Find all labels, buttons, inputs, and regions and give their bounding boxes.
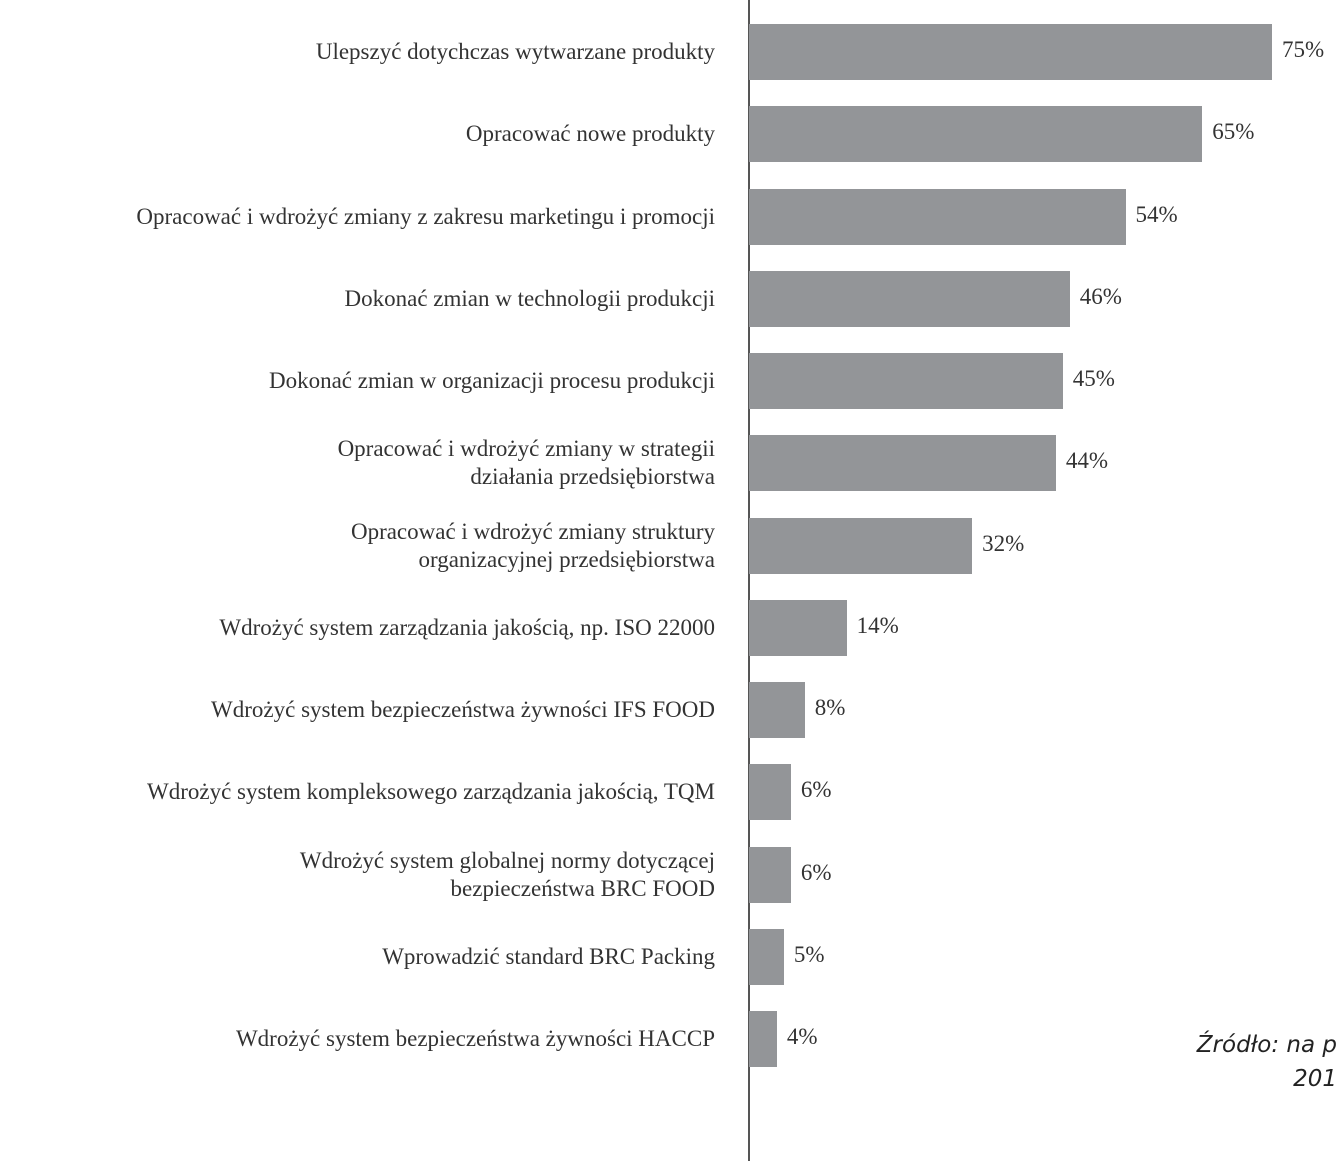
value-label: 46% [1079, 283, 1122, 309]
bar [749, 517, 973, 574]
category-label: Wdrożyć system zarządzania jakością, np.… [219, 614, 715, 640]
category-label: Opracować i wdrożyć zmiany struktury org… [350, 518, 715, 572]
category-label: Opracować i wdrożyć zmiany w strategii d… [337, 436, 715, 490]
bar [749, 682, 805, 738]
axis-line [748, 0, 750, 1161]
value-label: 44% [1065, 448, 1108, 474]
category-label: Wdrożyć system kompleksowego zarządzania… [147, 779, 715, 805]
bar [749, 24, 1272, 80]
value-label: 6% [800, 777, 832, 803]
category-label: Wdrożyć system bezpieczeństwa żywności H… [235, 1026, 715, 1051]
category-label: Dokonać zmian w technologii produkcji [344, 285, 715, 311]
value-label: 5% [793, 941, 825, 967]
bar [749, 599, 847, 656]
value-label: 45% [1072, 366, 1115, 391]
value-label: 6% [800, 859, 832, 885]
value-label: 54% [1135, 201, 1178, 227]
category-label: Opracować i wdrożyć zmiany z zakresu mar… [136, 203, 715, 229]
category-label: Wdrożyć system bezpieczeństwa żywności I… [211, 697, 715, 722]
bar [749, 106, 1203, 163]
bar [749, 188, 1126, 245]
value-label: 65% [1212, 119, 1255, 145]
category-label: Dokonać zmian w organizacji procesu prod… [268, 368, 715, 393]
value-label: 14% [856, 612, 899, 638]
value-label: 32% [982, 530, 1025, 556]
category-label: Ulepszyć dotychczas wytwarzane produkty [315, 39, 715, 64]
bar [749, 846, 791, 903]
bar [749, 928, 784, 985]
value-label: 4% [786, 1024, 818, 1049]
bar [749, 353, 1063, 409]
bar [749, 435, 1056, 492]
category-label: Opracować nowe produkty [465, 121, 715, 147]
value-label: 8% [814, 695, 846, 720]
value-label: 75% [1282, 37, 1325, 62]
category-label: Wprowadzić standard BRC Packing [382, 943, 715, 969]
bar [749, 1011, 777, 1067]
bar [749, 270, 1070, 327]
bar [749, 764, 791, 821]
category-label: Wdrożyć system globalnej normy dotyczące… [299, 847, 715, 901]
source-note: Źródło: na p 201 [1196, 1032, 1337, 1092]
